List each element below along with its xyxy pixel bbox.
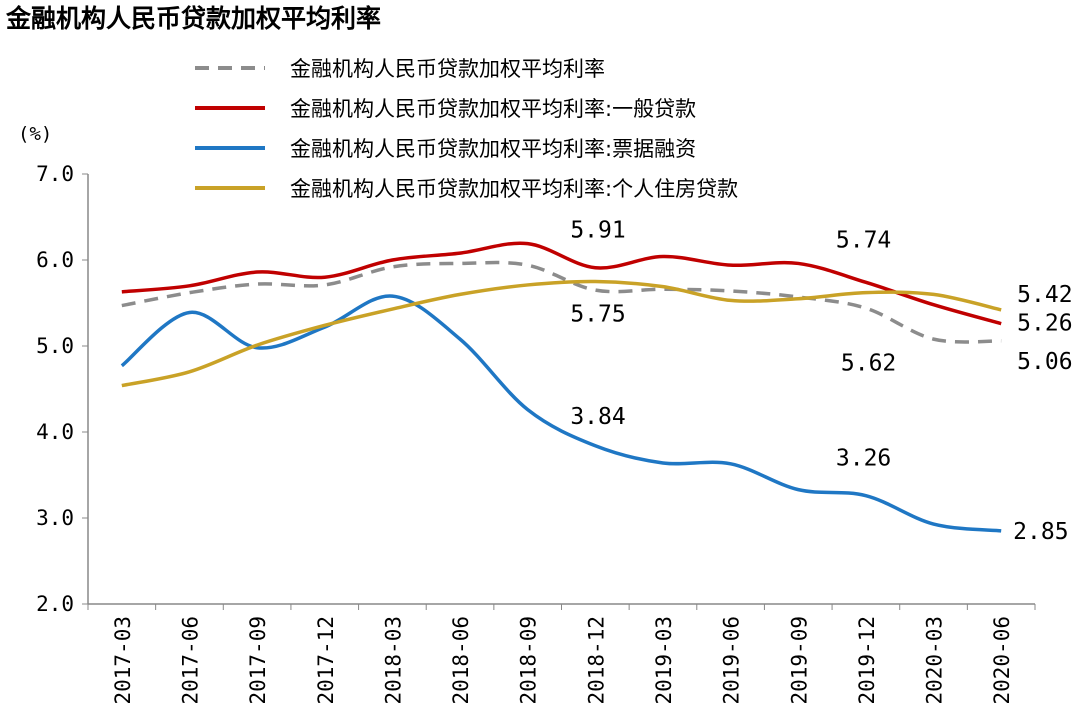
data-label: 5.06 (1017, 349, 1072, 375)
axes: 2.0 3.0 4.0 5.0 6.0 7.0 2017-03 2017-06 2017-09 2… (36, 162, 1036, 705)
series-line-3 (121, 279, 1002, 388)
series-line-0 (121, 260, 1002, 344)
legend: 金融机构人民币贷款加权平均利率金融机构人民币贷款加权平均利率:一般贷款金融机构人… (195, 57, 738, 201)
x-tick-label: 2017-03 (111, 616, 135, 705)
x-tick-label: 2020-03 (923, 616, 947, 705)
series-lines (120, 241, 1002, 533)
legend-entry: 金融机构人民币贷款加权平均利率:个人住房贷款 (290, 177, 738, 201)
data-label: 5.75 (570, 302, 625, 328)
x-tick-label: 2020-06 (990, 616, 1014, 705)
data-label: 5.42 (1017, 282, 1072, 308)
data-label: 5.91 (570, 218, 625, 244)
data-label: 5.74 (836, 227, 891, 253)
y-tick-label: 4.0 (36, 420, 74, 444)
x-tick-label: 2017-06 (178, 616, 202, 705)
x-tick-label: 2017-12 (314, 616, 338, 705)
x-tick-label: 2019-03 (652, 616, 676, 705)
x-tick-label: 2018-09 (517, 616, 541, 705)
x-tick-label: 2017-09 (246, 616, 270, 705)
x-tick-label: 2018-06 (449, 616, 473, 705)
y-tick-label: 2.0 (36, 592, 74, 616)
data-label: 5.26 (1017, 311, 1072, 337)
y-axis-label: (%) (18, 123, 52, 145)
data-label: 3.84 (570, 404, 625, 430)
data-label: 5.62 (841, 351, 896, 377)
legend-entry: 金融机构人民币贷款加权平均利率:一般贷款 (290, 97, 696, 121)
x-tick-label: 2019-12 (855, 616, 879, 705)
x-tick-label: 2019-09 (787, 616, 811, 705)
y-tick-label: 6.0 (36, 248, 74, 272)
series-line-2 (120, 294, 1002, 533)
legend-entry: 金融机构人民币贷款加权平均利率:票据融资 (290, 137, 696, 161)
series-line-1 (121, 241, 1002, 326)
x-tick-label: 2019-06 (720, 616, 744, 705)
chart-title: 金融机构人民币贷款加权平均利率 (5, 4, 381, 33)
y-tick-label: 5.0 (36, 334, 74, 358)
y-tick-label: 7.0 (36, 162, 74, 186)
x-tick-label: 2018-03 (381, 616, 405, 705)
data-label: 3.26 (836, 446, 891, 472)
data-labels: 5.91 5.75 3.84 5.74 5.62 3.26 5.42 5.26 5.06 2.85 (570, 218, 1072, 545)
y-tick-label: 3.0 (36, 506, 74, 530)
legend-entry: 金融机构人民币贷款加权平均利率 (290, 57, 605, 81)
x-tick-label: 2018-12 (584, 616, 608, 705)
data-label: 2.85 (1013, 519, 1068, 545)
